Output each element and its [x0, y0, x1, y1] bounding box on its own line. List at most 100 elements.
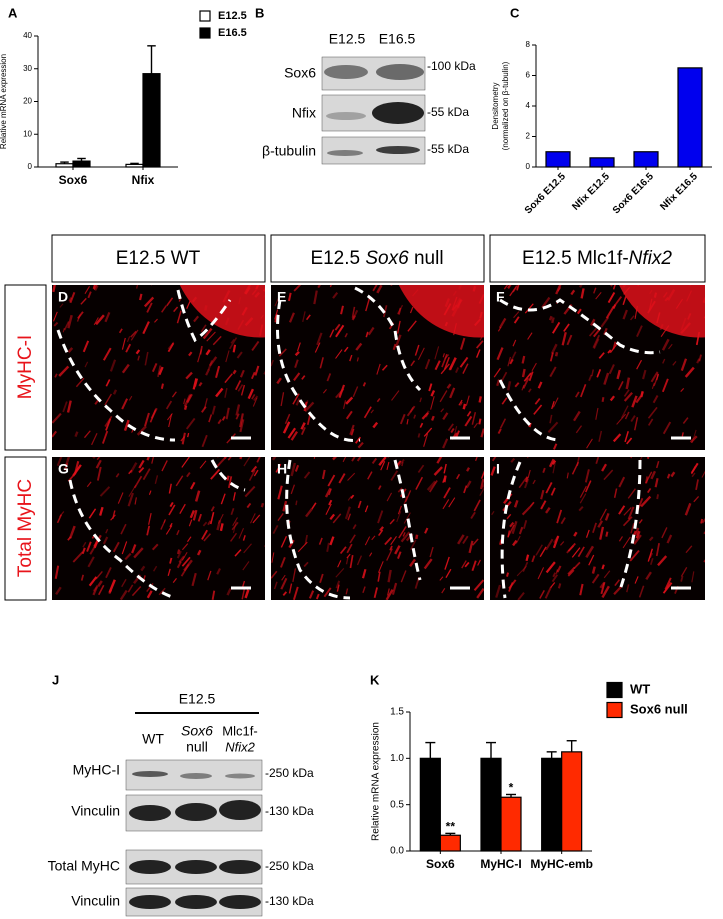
- fiber: [501, 397, 508, 405]
- fiber: [385, 589, 394, 600]
- fiber: [168, 483, 172, 494]
- fiber: [566, 545, 575, 554]
- fiber: [528, 371, 534, 382]
- fiber: [701, 518, 705, 524]
- column-header-box: [51, 234, 266, 283]
- fiber: [115, 473, 120, 478]
- fiber: [561, 331, 567, 346]
- fiber: [263, 370, 265, 375]
- fiber: [129, 462, 138, 474]
- fiber: [436, 457, 443, 464]
- fiber: [591, 566, 596, 574]
- fiber: [139, 293, 143, 301]
- fiber: [612, 296, 623, 309]
- fiber: [144, 351, 149, 366]
- fiber: [378, 457, 387, 466]
- fiber: [612, 285, 616, 290]
- texture: [52, 285, 265, 448]
- fiber: [364, 536, 371, 546]
- fiber: [72, 551, 84, 563]
- fiber: [197, 513, 202, 522]
- fiber: [226, 588, 232, 596]
- fiber: [87, 556, 95, 568]
- fiber: [444, 354, 450, 360]
- fiber: [215, 387, 224, 398]
- x-tick-label: MyHC-I: [480, 857, 521, 871]
- fiber: [52, 412, 62, 424]
- micrograph: F: [490, 285, 705, 450]
- fiber: [419, 397, 422, 403]
- fiber: [243, 543, 252, 554]
- fiber: [588, 327, 598, 337]
- fiber: [423, 427, 433, 437]
- fiber: [346, 543, 353, 554]
- fiber: [453, 426, 458, 436]
- fiber: [152, 565, 158, 572]
- fiber: [179, 503, 186, 515]
- panel-letter: B: [255, 5, 264, 20]
- fiber: [680, 358, 688, 372]
- fiber: [373, 587, 378, 599]
- fiber: [591, 369, 594, 377]
- fiber: [566, 334, 573, 346]
- fiber: [693, 495, 700, 503]
- fiber: [525, 554, 530, 562]
- fiber: [696, 358, 701, 364]
- image-background: [271, 457, 484, 600]
- fiber: [609, 395, 615, 402]
- fiber: [158, 587, 166, 596]
- fiber: [239, 413, 244, 428]
- fiber: [603, 372, 610, 385]
- fiber: [685, 545, 693, 554]
- fiber: [531, 362, 537, 372]
- column-header: E12.5 WT: [116, 248, 201, 269]
- fiber: [549, 352, 554, 362]
- fiber: [577, 546, 585, 558]
- fiber: [407, 320, 417, 332]
- fiber: [668, 343, 673, 350]
- fiber: [552, 535, 560, 549]
- fiber: [288, 583, 293, 594]
- fiber: [253, 395, 259, 402]
- fiber: [397, 505, 402, 515]
- fiber: [377, 485, 382, 490]
- fiber: [629, 315, 635, 321]
- fiber: [512, 339, 517, 347]
- y-tick-label: 0.0: [390, 846, 404, 857]
- fiber: [516, 285, 520, 291]
- fiber: [633, 417, 639, 431]
- fiber: [126, 336, 131, 343]
- fiber: [618, 505, 626, 515]
- fiber: [651, 382, 655, 389]
- fiber: [372, 421, 379, 429]
- fiber: [104, 311, 111, 323]
- fiber: [571, 461, 580, 475]
- fiber: [125, 343, 132, 353]
- fiber: [194, 490, 201, 502]
- lane-label: E16.5: [379, 31, 416, 47]
- fiber: [232, 344, 237, 353]
- fiber: [332, 292, 339, 299]
- fiber: [239, 369, 245, 378]
- fiber: [220, 493, 226, 505]
- fiber: [465, 395, 470, 406]
- fiber: [183, 398, 186, 405]
- fiber: [465, 480, 472, 489]
- fiber: [499, 418, 507, 429]
- fiber: [356, 457, 362, 462]
- fiber: [181, 543, 189, 551]
- lane-label: Sox6: [181, 723, 213, 739]
- legend-label: Sox6 null: [630, 701, 688, 716]
- fiber: [425, 410, 430, 418]
- fiber: [144, 412, 150, 427]
- fiber: [478, 418, 482, 425]
- significance: **: [446, 820, 456, 834]
- fiber: [378, 529, 384, 537]
- fiber: [622, 536, 631, 549]
- fiber: [629, 549, 640, 562]
- fiber: [277, 485, 283, 500]
- fiber: [622, 296, 627, 306]
- fiber: [657, 555, 668, 567]
- fiber: [293, 285, 302, 292]
- fiber: [414, 344, 420, 356]
